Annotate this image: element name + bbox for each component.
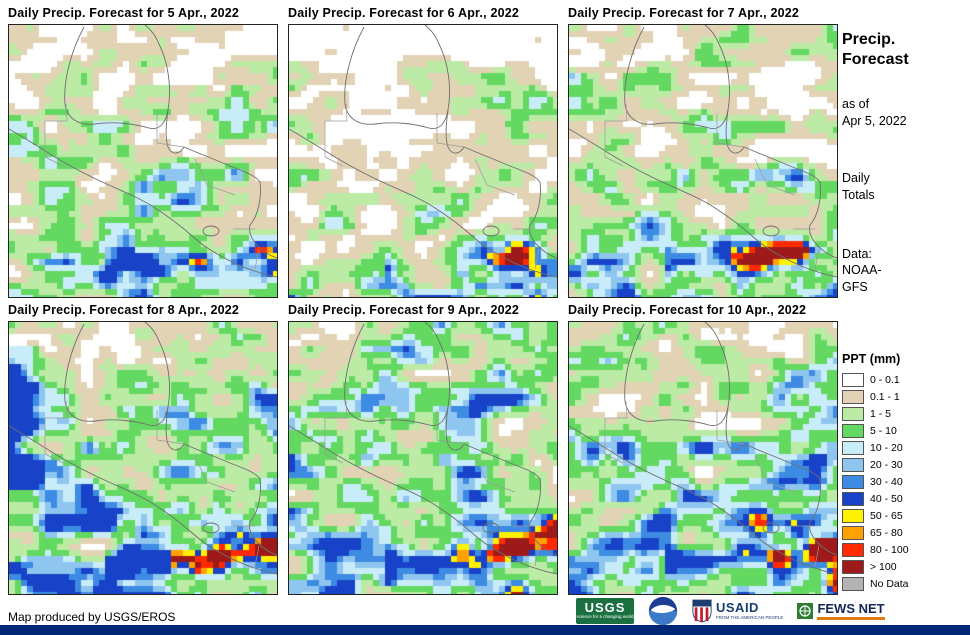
legend-item: 1 - 5 xyxy=(842,407,964,422)
legend-label: 40 - 50 xyxy=(870,492,903,505)
precip-map-canvas xyxy=(289,322,557,594)
legend-label: 1 - 5 xyxy=(870,407,892,420)
legend-swatch xyxy=(842,560,864,575)
legend: PPT (mm) 0 - 0.1 0.1 - 1 1 - 5 5 - 10 10… xyxy=(842,352,964,592)
precip-map-canvas xyxy=(289,25,557,297)
legend-item: 30 - 40 xyxy=(842,475,964,490)
legend-title: PPT (mm) xyxy=(842,352,901,367)
panel-title: Daily Precip. Forecast for 9 Apr., 2022 xyxy=(288,303,520,317)
forecast-panel-apr5: Daily Precip. Forecast for 5 Apr., 2022 xyxy=(8,6,278,298)
legend-item: > 100 xyxy=(842,560,964,575)
legend-label: 10 - 20 xyxy=(870,441,903,454)
panel-title: Daily Precip. Forecast for 5 Apr., 2022 xyxy=(8,6,240,20)
legend-swatch xyxy=(842,458,864,473)
legend-item: 80 - 100 xyxy=(842,543,964,558)
legend-label: 0 - 0.1 xyxy=(870,373,900,386)
legend-swatch xyxy=(842,577,864,592)
legend-swatch xyxy=(842,475,864,490)
sidebar: Precip. Forecast as of Apr 5, 2022 Daily… xyxy=(842,0,964,594)
forecast-panel-apr6: Daily Precip. Forecast for 6 Apr., 2022 xyxy=(288,6,558,298)
noaa-logo xyxy=(648,596,678,626)
data-source-text: Data: NOAA- GFS xyxy=(842,246,882,295)
bottom-bar xyxy=(0,625,970,635)
panel-title: Daily Precip. Forecast for 6 Apr., 2022 xyxy=(288,6,520,20)
legend-item: 20 - 30 xyxy=(842,458,964,473)
legend-swatch xyxy=(842,424,864,439)
fewsnet-logo: FEWS NET xyxy=(797,602,885,620)
legend-swatch xyxy=(842,543,864,558)
precip-map-canvas xyxy=(9,322,277,594)
forecast-map xyxy=(568,24,838,298)
precip-map-canvas xyxy=(9,25,277,297)
legend-label: 20 - 30 xyxy=(870,458,903,471)
forecast-map xyxy=(288,24,558,298)
legend-label: 80 - 100 xyxy=(870,543,909,556)
legend-label: No Data xyxy=(870,577,909,590)
daily-totals-text: Daily Totals xyxy=(842,170,875,202)
as-of-text: as of Apr 5, 2022 xyxy=(842,97,907,128)
forecast-panel-apr10: Daily Precip. Forecast for 10 Apr., 2022 xyxy=(568,303,838,595)
forecast-map xyxy=(8,321,278,595)
panel-title: Daily Precip. Forecast for 10 Apr., 2022 xyxy=(568,303,807,317)
legend-swatch xyxy=(842,390,864,405)
legend-label: 50 - 65 xyxy=(870,509,903,522)
map-credit: Map produced by USGS/EROS xyxy=(8,610,176,624)
forecast-panel-apr7: Daily Precip. Forecast for 7 Apr., 2022 xyxy=(568,6,838,298)
usaid-shield-icon xyxy=(692,599,712,623)
legend-swatch xyxy=(842,509,864,524)
legend-label: 5 - 10 xyxy=(870,424,897,437)
legend-swatch xyxy=(842,407,864,422)
page-title: Precip. Forecast xyxy=(842,31,909,68)
panel-title: Daily Precip. Forecast for 7 Apr., 2022 xyxy=(568,6,800,20)
legend-item: 65 - 80 xyxy=(842,526,964,541)
noaa-seal-icon xyxy=(648,596,678,626)
legend-item: 50 - 65 xyxy=(842,509,964,524)
legend-label: 65 - 80 xyxy=(870,526,903,539)
legend-item: 0 - 0.1 xyxy=(842,373,964,388)
forecast-panel-apr9: Daily Precip. Forecast for 9 Apr., 2022 xyxy=(288,303,558,595)
legend-item: 10 - 20 xyxy=(842,441,964,456)
legend-item: 5 - 10 xyxy=(842,424,964,439)
legend-label: 30 - 40 xyxy=(870,475,903,488)
forecast-map xyxy=(8,24,278,298)
legend-swatch xyxy=(842,441,864,456)
forecast-map xyxy=(568,321,838,595)
legend-swatch xyxy=(842,526,864,541)
agency-logos: USGS science for a changing world USAID … xyxy=(576,596,885,626)
legend-swatch xyxy=(842,373,864,388)
legend-item: 40 - 50 xyxy=(842,492,964,507)
fews-accent-bar xyxy=(817,617,885,620)
legend-item: No Data xyxy=(842,577,964,592)
forecast-panel-apr8: Daily Precip. Forecast for 8 Apr., 2022 xyxy=(8,303,278,595)
fews-globe-icon xyxy=(797,603,814,619)
legend-swatch xyxy=(842,492,864,507)
legend-label: > 100 xyxy=(870,560,897,573)
usgs-logo: USGS science for a changing world xyxy=(576,598,634,624)
panel-title: Daily Precip. Forecast for 8 Apr., 2022 xyxy=(8,303,240,317)
usaid-logo: USAID FROM THE AMERICAN PEOPLE xyxy=(692,599,783,623)
precip-map-canvas xyxy=(569,322,837,594)
legend-item: 0.1 - 1 xyxy=(842,390,964,405)
forecast-map xyxy=(288,321,558,595)
precip-map-canvas xyxy=(569,25,837,297)
legend-label: 0.1 - 1 xyxy=(870,390,900,403)
